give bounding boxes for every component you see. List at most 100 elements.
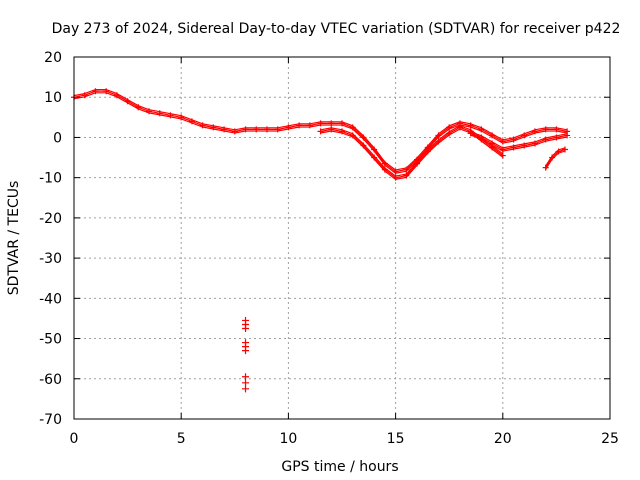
data-point <box>499 138 506 145</box>
data-point <box>328 120 335 127</box>
data-point <box>521 132 528 139</box>
data-point <box>542 164 549 171</box>
data-point <box>510 136 517 143</box>
data-point <box>553 126 560 133</box>
data-point <box>360 142 367 149</box>
data-point <box>467 130 474 137</box>
x-tick-label: 0 <box>70 431 79 447</box>
data-point <box>489 140 496 147</box>
outlier-point <box>242 379 250 387</box>
data-point <box>499 152 506 159</box>
data-point <box>210 124 217 131</box>
chart-title: Day 273 of 2024, Sidereal Day-to-day VTE… <box>52 21 621 37</box>
data-point <box>446 124 453 131</box>
data-point <box>489 132 496 139</box>
data-point <box>553 134 560 141</box>
series-line <box>470 134 568 152</box>
data-point <box>456 124 463 131</box>
data-point <box>92 88 99 95</box>
data-point <box>414 160 421 167</box>
data-point <box>81 92 88 99</box>
data-point <box>510 144 517 151</box>
x-tick-label: 20 <box>494 431 512 447</box>
data-point <box>349 124 356 131</box>
data-point <box>564 132 571 139</box>
data-point <box>113 92 120 99</box>
data-point <box>263 126 270 133</box>
data-point <box>146 108 153 115</box>
y-tick-label: 10 <box>44 90 62 106</box>
y-tick-label: -30 <box>39 251 62 267</box>
data-point <box>135 104 142 111</box>
data-point <box>467 122 474 129</box>
data-point <box>531 140 538 147</box>
series-line <box>470 132 568 151</box>
data-point <box>317 128 324 135</box>
outlier-point <box>242 373 250 381</box>
data-point <box>274 126 281 133</box>
y-axis-label: SDTVAR / TECUs <box>6 181 22 296</box>
x-tick-label: 25 <box>601 431 619 447</box>
data-point <box>167 112 174 119</box>
data-point <box>392 174 399 181</box>
data-point <box>446 130 453 137</box>
data-point <box>253 126 260 133</box>
data-point <box>328 126 335 133</box>
data-point <box>435 132 442 139</box>
data-point <box>221 126 228 133</box>
outlier-point <box>242 385 250 393</box>
data-point <box>521 142 528 149</box>
series-4 <box>542 146 568 171</box>
data-point <box>403 166 410 173</box>
data-series <box>71 88 571 181</box>
outlier-point <box>242 347 250 355</box>
y-tick-label: 20 <box>44 50 62 66</box>
x-tick-label: 5 <box>177 431 186 447</box>
y-tick-label: -60 <box>39 372 62 388</box>
outlier-points <box>242 316 250 393</box>
series-1 <box>71 88 571 175</box>
data-point <box>199 122 206 129</box>
data-point <box>392 168 399 175</box>
data-point <box>124 98 131 105</box>
x-tick-label: 15 <box>387 431 405 447</box>
data-point <box>371 146 378 153</box>
data-point <box>424 148 431 155</box>
y-tick-label: -40 <box>39 291 62 307</box>
data-point <box>339 128 345 135</box>
data-point <box>360 134 367 141</box>
data-point <box>339 120 345 127</box>
data-point <box>381 166 388 173</box>
data-point <box>561 146 568 153</box>
series-line <box>470 131 568 149</box>
data-point <box>542 126 549 133</box>
data-point <box>371 154 378 161</box>
data-point <box>317 120 324 127</box>
data-point <box>349 132 356 139</box>
series-3 <box>467 130 571 153</box>
data-point <box>231 128 238 135</box>
data-point <box>156 110 163 117</box>
data-point <box>549 154 556 161</box>
series-line <box>545 150 566 170</box>
x-tick-labels: 0 5 10 15 20 25 <box>70 431 619 447</box>
y-tick-label: -20 <box>39 211 62 227</box>
data-point <box>296 122 303 129</box>
outlier-point <box>242 325 250 332</box>
data-point <box>478 134 485 141</box>
data-point <box>306 122 313 129</box>
y-tick-label: -70 <box>39 412 62 428</box>
data-point <box>435 138 442 145</box>
data-point <box>103 88 110 95</box>
data-point <box>403 172 410 179</box>
x-tick-label: 10 <box>279 431 297 447</box>
series-2 <box>317 124 506 181</box>
data-point <box>555 148 562 155</box>
data-point <box>242 126 249 133</box>
grid-lines <box>74 57 610 419</box>
plot-frame <box>73 56 611 420</box>
data-point <box>285 124 292 131</box>
series-line <box>545 148 566 168</box>
y-tick-label: -10 <box>39 171 62 187</box>
